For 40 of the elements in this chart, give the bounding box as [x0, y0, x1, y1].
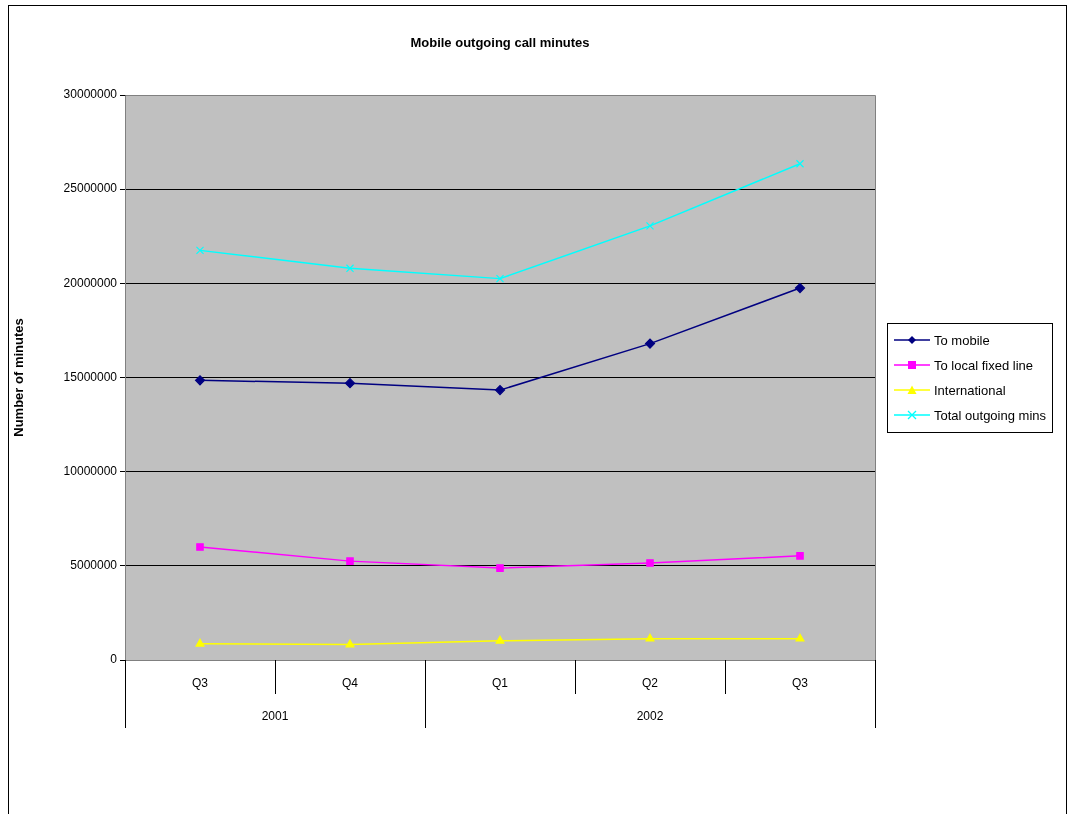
x-tick-label: Q2 [641, 675, 659, 690]
point [644, 338, 656, 349]
point [796, 552, 804, 560]
point [344, 378, 356, 389]
point [194, 375, 206, 386]
legend-label: To mobile [934, 332, 990, 348]
point [645, 633, 655, 642]
y-tick-label: 15000000 [63, 369, 118, 384]
point [346, 557, 354, 565]
point [646, 559, 654, 567]
legend-label: To local fixed line [934, 357, 1033, 373]
y-tick-label: 25000000 [63, 181, 118, 196]
point [196, 543, 204, 551]
y-tick-label: 10000000 [63, 463, 118, 478]
chart-title: Mobile outgoing call minutes [410, 34, 590, 50]
x-tick-label: Q4 [341, 675, 359, 690]
point [345, 264, 355, 273]
point [795, 633, 805, 642]
point [195, 246, 205, 255]
text: 2002 [636, 709, 664, 724]
point [195, 638, 205, 647]
point [645, 221, 655, 231]
y-tick-label: 20000000 [63, 275, 118, 290]
legend-label: International [934, 382, 1006, 398]
point [495, 274, 505, 283]
y-tick-label: 5000000 [70, 558, 118, 573]
point [495, 635, 505, 644]
x-tick-label: Q3 [191, 675, 209, 690]
point [496, 564, 504, 572]
point [345, 639, 355, 648]
text: 2001 [261, 709, 289, 724]
x-tick-label: Q1 [491, 675, 509, 690]
y-tick-label: 30000000 [63, 87, 118, 102]
x-tick-label: Q3 [791, 675, 809, 690]
y-tick-label: 0 [110, 652, 118, 667]
legend-label: Total outgoing mins [934, 407, 1047, 423]
y-axis-title: Number of minutes [11, 318, 27, 437]
point [494, 385, 506, 396]
point [795, 159, 805, 168]
point [794, 282, 806, 294]
